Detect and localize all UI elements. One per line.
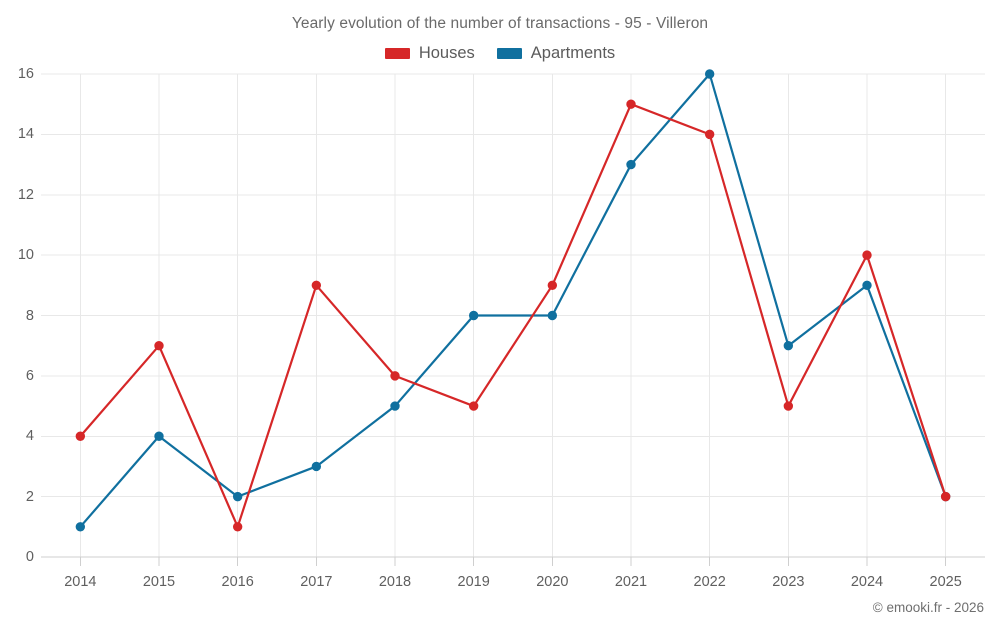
data-point[interactable] bbox=[75, 522, 86, 532]
x-tick-label: 2021 bbox=[614, 574, 648, 590]
data-point[interactable] bbox=[468, 310, 479, 321]
data-point[interactable] bbox=[232, 522, 243, 532]
chart-title: Yearly evolution of the number of transa… bbox=[291, 15, 709, 32]
x-tick-label: 2020 bbox=[536, 574, 569, 590]
data-point[interactable] bbox=[468, 401, 479, 411]
x-tick-label: 2019 bbox=[457, 574, 490, 590]
plot-area: 0 2 4 6 8 10 12 14 16 2014 2015 2016 2017 2018 2019 20… bbox=[18, 66, 985, 590]
y-tick-label: 12 bbox=[17, 186, 34, 203]
data-point[interactable] bbox=[154, 340, 164, 351]
data-point[interactable] bbox=[626, 159, 636, 170]
data-point[interactable] bbox=[940, 491, 951, 502]
x-tick-label: 2025 bbox=[929, 574, 962, 590]
x-tick-label: 2016 bbox=[221, 574, 254, 590]
chart-legend: Houses Apartments bbox=[0, 44, 1000, 63]
legend-item-houses[interactable]: Houses bbox=[384, 44, 475, 63]
legend-swatch-apartments bbox=[496, 48, 522, 59]
data-point[interactable] bbox=[783, 340, 794, 351]
axes bbox=[41, 556, 985, 566]
data-point[interactable] bbox=[940, 491, 951, 502]
plot-svg bbox=[41, 69, 985, 566]
y-tick-label: 0 bbox=[25, 549, 34, 565]
data-point[interactable] bbox=[626, 99, 636, 109]
data-series bbox=[75, 69, 951, 532]
series-apartments bbox=[75, 69, 951, 532]
data-point[interactable] bbox=[232, 491, 243, 502]
gridlines bbox=[41, 73, 985, 558]
data-point[interactable] bbox=[704, 129, 715, 140]
y-tick-label: 8 bbox=[25, 307, 34, 324]
data-point[interactable] bbox=[547, 310, 558, 321]
legend-label-apartments: Apartments bbox=[530, 44, 616, 62]
y-tick-label: 10 bbox=[17, 247, 34, 264]
data-point[interactable] bbox=[862, 280, 872, 291]
data-point[interactable] bbox=[75, 431, 86, 441]
y-tick-label: 4 bbox=[25, 428, 34, 445]
y-tick-label: 6 bbox=[25, 367, 34, 384]
data-point[interactable] bbox=[783, 401, 794, 411]
data-point[interactable] bbox=[311, 461, 322, 472]
x-tick-label: 2022 bbox=[693, 574, 726, 590]
data-point[interactable] bbox=[704, 69, 715, 79]
legend-item-apartments[interactable]: Apartments bbox=[496, 44, 616, 63]
x-tick-label: 2024 bbox=[850, 574, 884, 590]
series-houses bbox=[75, 99, 951, 532]
y-tick-label: 14 bbox=[17, 126, 34, 143]
legend-swatch-houses bbox=[384, 48, 410, 59]
y-tick-label: 16 bbox=[17, 66, 34, 82]
data-point[interactable] bbox=[862, 250, 872, 260]
data-point[interactable] bbox=[154, 431, 164, 441]
legend-label-houses: Houses bbox=[418, 44, 475, 62]
x-tick-label: 2017 bbox=[300, 574, 333, 590]
x-tick-label: 2014 bbox=[64, 574, 97, 590]
x-tick-label: 2015 bbox=[142, 574, 176, 590]
data-point[interactable] bbox=[547, 280, 558, 291]
data-point[interactable] bbox=[311, 280, 322, 291]
y-tick-label: 2 bbox=[25, 488, 34, 505]
x-tick-label: 2023 bbox=[772, 574, 805, 590]
data-point[interactable] bbox=[390, 371, 400, 381]
x-tick-label: 2018 bbox=[378, 574, 412, 590]
data-point[interactable] bbox=[390, 401, 400, 411]
copyright-credit: © emooki.fr - 2026 bbox=[872, 600, 984, 615]
